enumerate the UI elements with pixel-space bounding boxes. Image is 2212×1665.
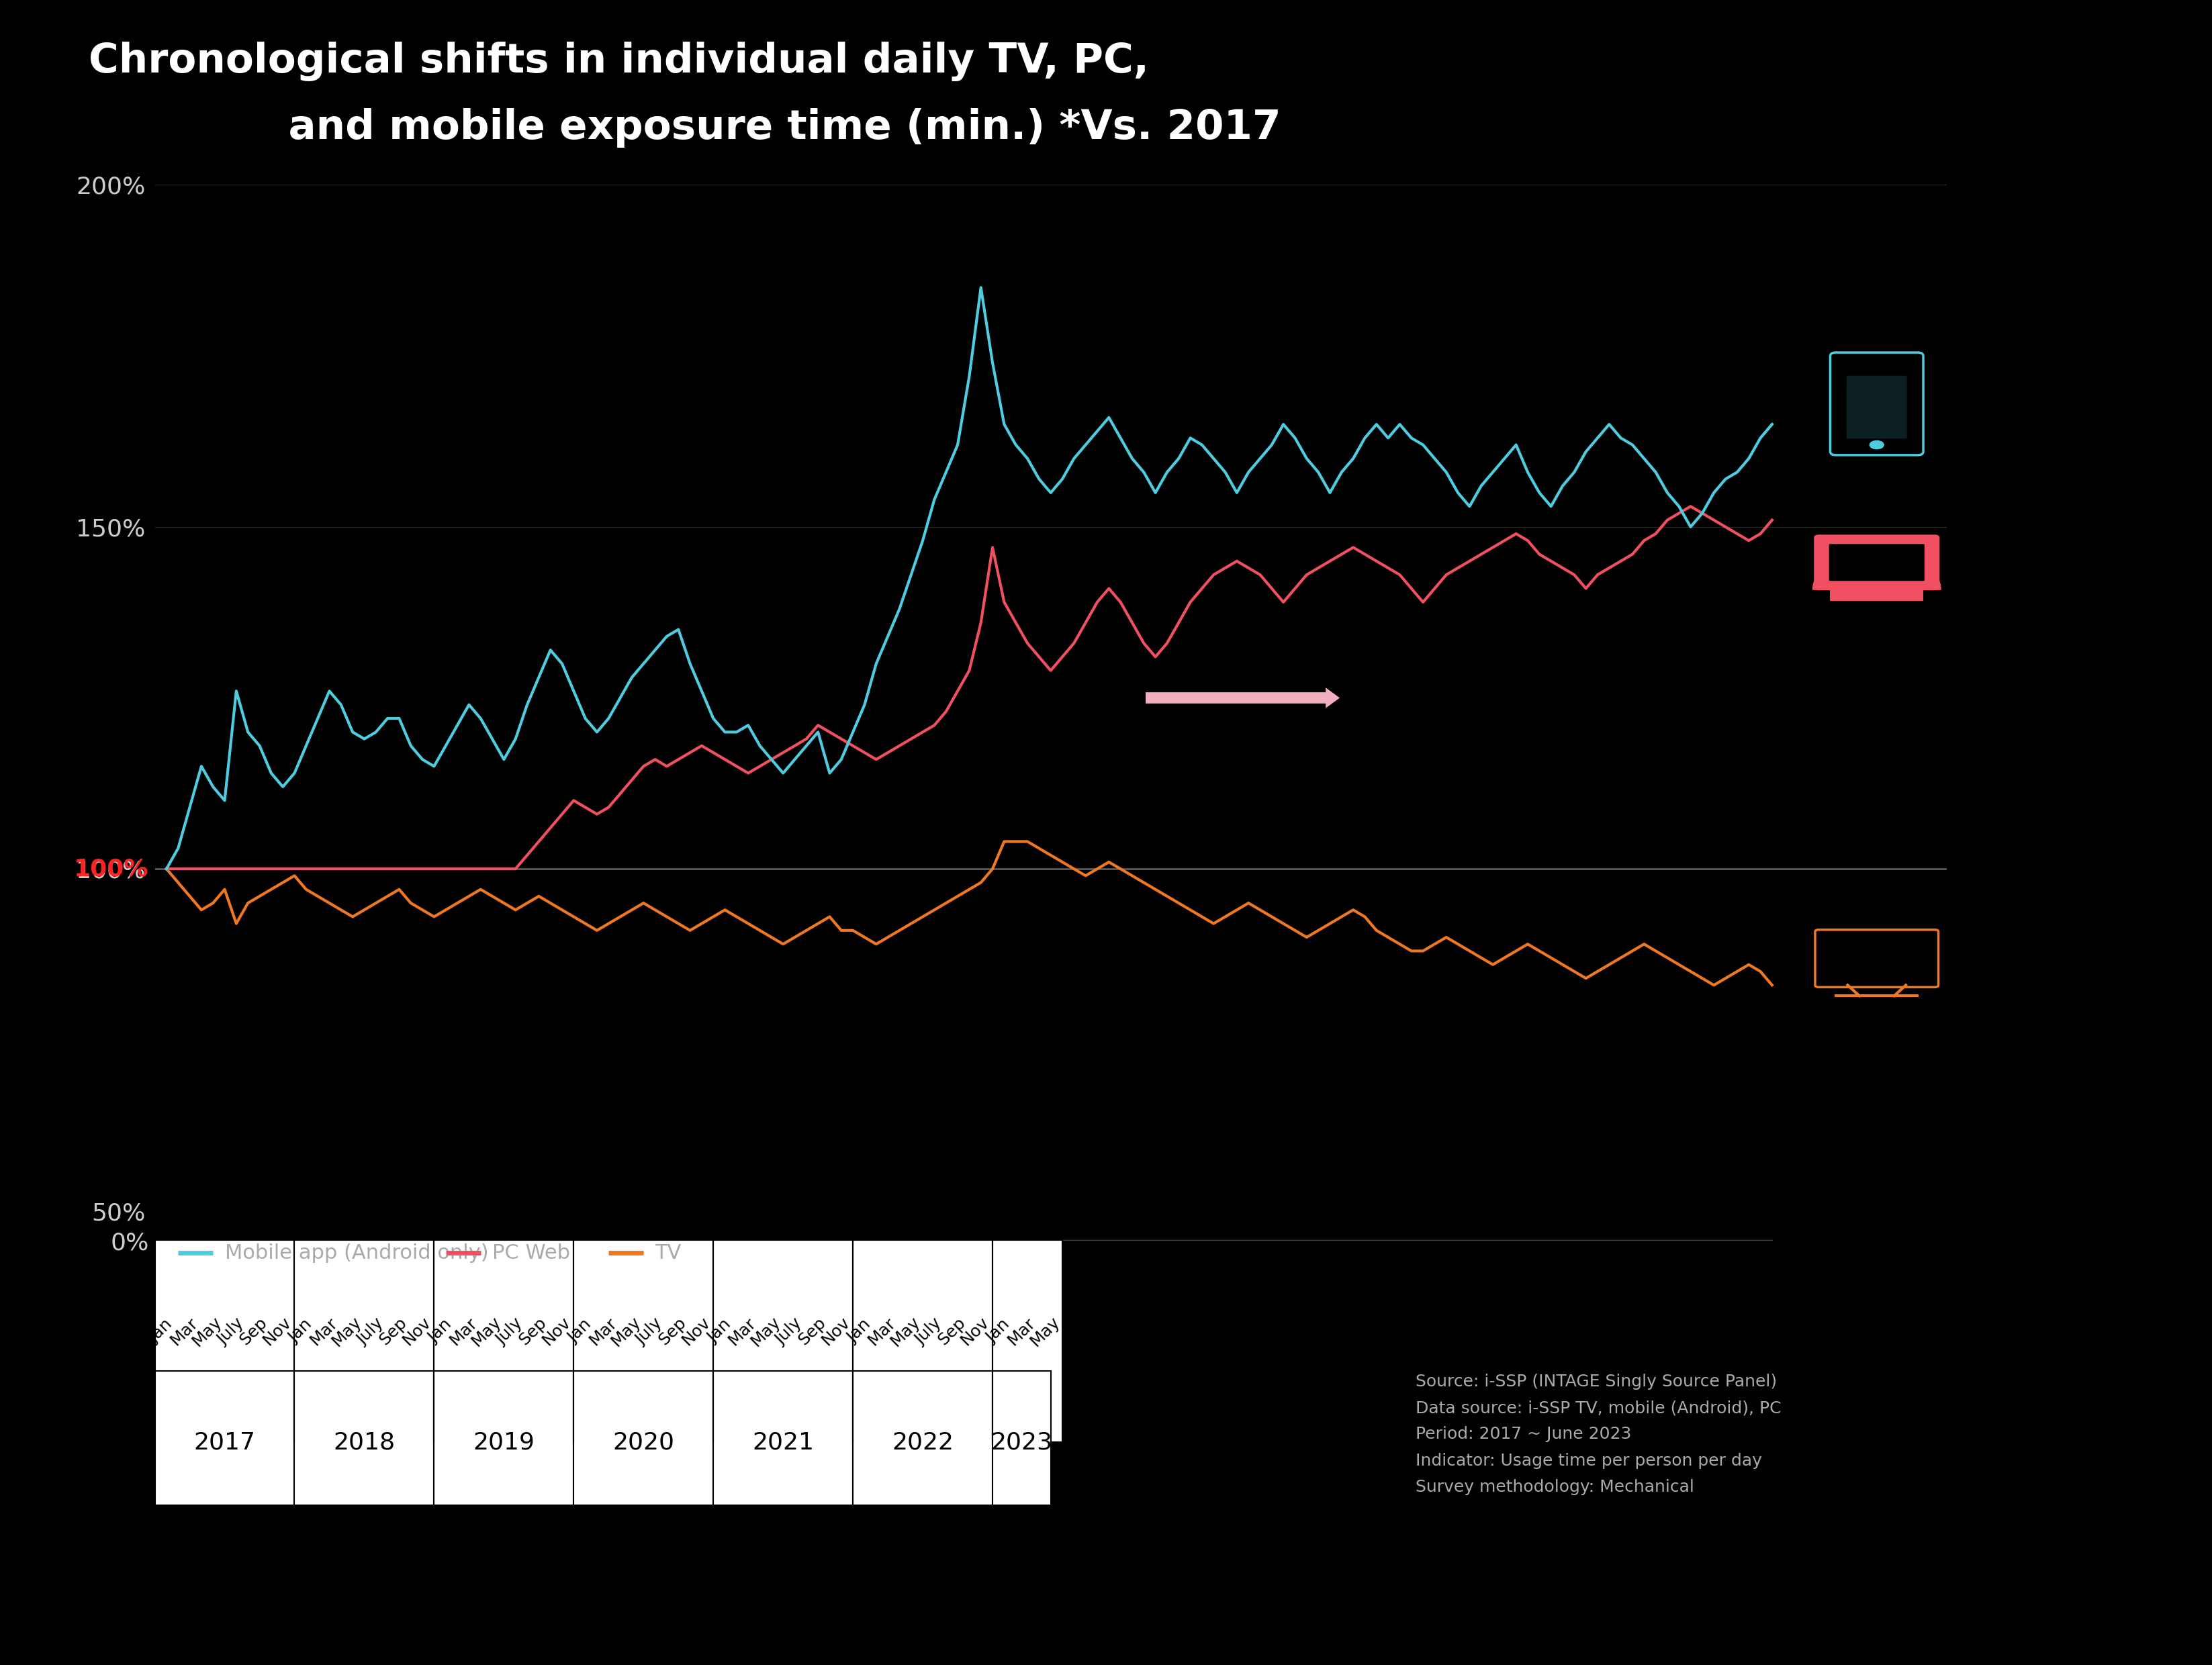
Text: Sep: Sep [655,1314,690,1349]
Text: PC Web: PC Web [493,1244,571,1262]
Text: Nov: Nov [259,1314,294,1349]
Text: Sep: Sep [515,1314,551,1349]
Text: Jan: Jan [703,1317,734,1347]
Text: July: July [493,1315,526,1347]
Text: May: May [748,1314,783,1349]
FancyBboxPatch shape [155,1240,294,1442]
FancyBboxPatch shape [294,1240,434,1442]
Text: July: July [911,1315,945,1347]
FancyBboxPatch shape [573,1240,712,1442]
Text: July: July [215,1315,248,1347]
FancyBboxPatch shape [1829,589,1922,601]
Text: July: July [772,1315,805,1347]
Text: Mar: Mar [168,1314,201,1349]
Text: Chronological shifts in individual daily TV, PC,: Chronological shifts in individual daily… [88,42,1148,82]
Text: Nov: Nov [400,1314,434,1349]
Text: 0%: 0% [111,1232,148,1255]
Text: July: July [633,1315,666,1347]
Text: Source: i-SSP (INTAGE Singly Source Panel)
Data source: i-SSP TV, mobile (Androi: Source: i-SSP (INTAGE Singly Source Pane… [1416,1374,1781,1495]
Text: Mobile app (Android only): Mobile app (Android only) [226,1244,489,1262]
Text: TV: TV [655,1244,681,1262]
FancyBboxPatch shape [294,1370,434,1505]
FancyBboxPatch shape [573,1370,712,1505]
Text: 100%: 100% [75,857,148,881]
FancyBboxPatch shape [854,1240,993,1442]
Text: Nov: Nov [540,1314,573,1349]
Text: 2023: 2023 [991,1430,1053,1454]
Text: Jan: Jan [425,1317,456,1347]
FancyBboxPatch shape [854,1370,993,1505]
Text: Mar: Mar [307,1314,341,1349]
Text: Sep: Sep [796,1314,830,1349]
Text: May: May [887,1314,922,1349]
FancyBboxPatch shape [1847,376,1907,438]
Text: Mar: Mar [726,1314,759,1349]
Text: May: May [190,1314,226,1349]
Text: 2019: 2019 [473,1430,535,1454]
Text: Sep: Sep [237,1314,270,1349]
Text: 2020: 2020 [613,1430,675,1454]
Text: Mar: Mar [1004,1314,1040,1349]
Text: Nov: Nov [958,1314,993,1349]
FancyBboxPatch shape [1816,536,1938,589]
Text: 2018: 2018 [334,1430,396,1454]
Text: Jan: Jan [146,1317,175,1347]
FancyBboxPatch shape [712,1240,854,1442]
FancyBboxPatch shape [1829,544,1924,581]
Text: and mobile exposure time (min.) *Vs. 2017: and mobile exposure time (min.) *Vs. 201… [88,108,1281,148]
Text: Mar: Mar [447,1314,480,1349]
FancyBboxPatch shape [1829,937,1924,979]
FancyBboxPatch shape [434,1370,573,1505]
Text: May: May [1026,1314,1064,1349]
Text: Mar: Mar [865,1314,898,1349]
Text: 2022: 2022 [891,1430,953,1454]
Text: Nov: Nov [679,1314,712,1349]
Text: May: May [469,1314,504,1349]
Text: 2021: 2021 [752,1430,814,1454]
Text: May: May [608,1314,644,1349]
FancyBboxPatch shape [993,1370,1051,1505]
Text: Mar: Mar [586,1314,619,1349]
FancyBboxPatch shape [155,1370,294,1505]
FancyBboxPatch shape [712,1370,854,1505]
Text: May: May [330,1314,365,1349]
Text: Sep: Sep [376,1314,411,1349]
Text: Jan: Jan [845,1317,874,1347]
FancyBboxPatch shape [434,1240,573,1442]
Text: Jan: Jan [984,1317,1013,1347]
Text: Nov: Nov [818,1314,854,1349]
FancyBboxPatch shape [993,1240,1062,1442]
Wedge shape [1814,551,1940,589]
Text: July: July [354,1315,387,1347]
Circle shape [1869,441,1885,450]
Text: Jan: Jan [285,1317,316,1347]
Text: Jan: Jan [564,1317,595,1347]
Text: Sep: Sep [936,1314,969,1349]
Text: 2017: 2017 [195,1430,257,1454]
